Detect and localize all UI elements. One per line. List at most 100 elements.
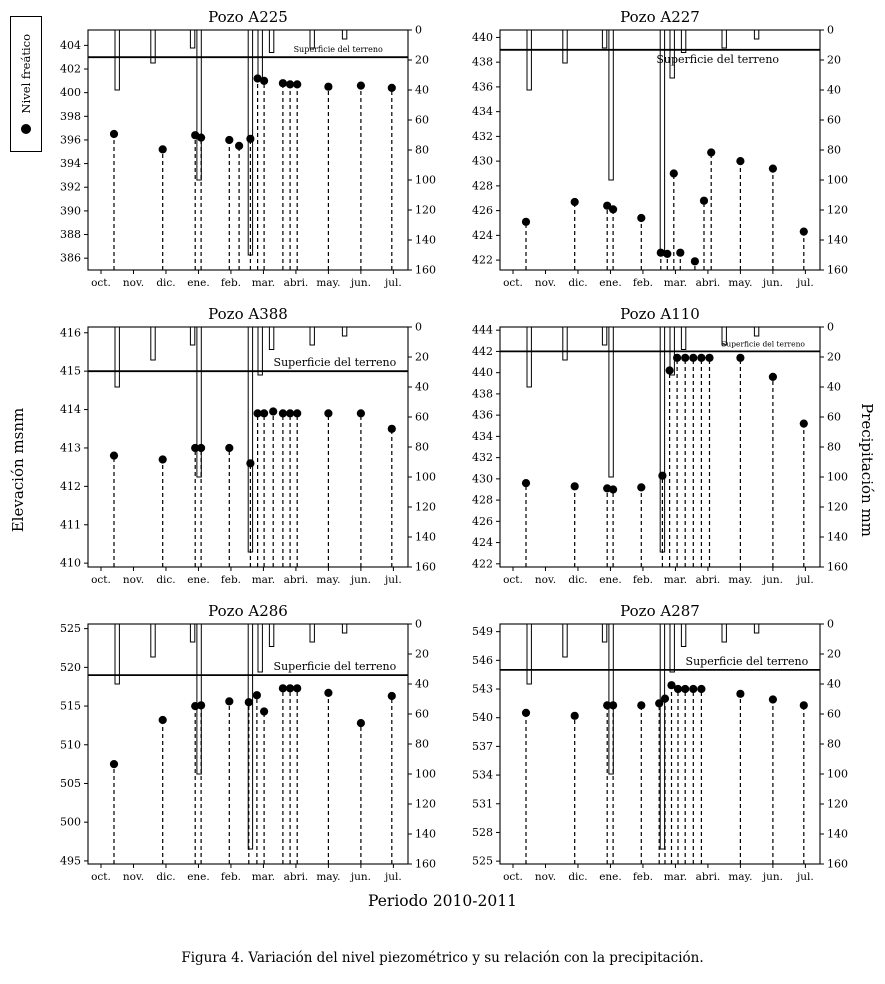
precipitation-bar [562, 326, 568, 361]
chart-title: Pozo A286 [208, 602, 288, 620]
precipitation-bar [608, 29, 614, 181]
elevation-tick-label: 444 [472, 324, 493, 337]
precipitation-bar [189, 326, 196, 346]
elevation-tick-label: 422 [472, 557, 493, 570]
precipitation-bar [721, 623, 727, 643]
month-tick-label: feb. [221, 871, 241, 883]
precipitation-tick-label: 40 [827, 381, 841, 394]
chart-pozo-a388: Pozo A388 410 411 412 413 414 415 416 0 20 40 60 80 1… [44, 303, 444, 589]
chart-pozo-a225: Pozo A225 386 388 390 392 394 396 398 400 402 404 0… [44, 6, 444, 292]
month-tick-label: abri. [284, 574, 309, 586]
elevation-tick-label: 515 [60, 700, 81, 713]
month-tick-label: mar. [252, 277, 275, 289]
month-tick-label: nov. [123, 574, 144, 586]
water-level-point [235, 141, 244, 150]
water-level-series [109, 74, 396, 270]
precipitation-bar [608, 326, 614, 478]
month-axis-ticks: oct. nov. dic. ene. feb. mar. abri. may. jun. jul… [503, 864, 814, 883]
well-chart-svg: Pozo A1104224244264284304324344364384404… [472, 305, 848, 586]
chart-pozo-a286: Pozo A286 495 500 505 510 515 520 525 0 20 40 60 80 1… [44, 600, 444, 886]
elevation-tick-label: 549 [472, 625, 493, 638]
water-level-point [673, 353, 682, 362]
terrain-label: Superficie del terreno [656, 53, 779, 66]
precipitation-bar [526, 326, 532, 388]
water-level-point [246, 134, 255, 143]
elevation-tick-label: 546 [472, 654, 493, 667]
month-tick-label: oct. [503, 574, 523, 586]
y-axis-label-precipitation: Precipitación mm [858, 403, 876, 537]
month-tick-label: feb. [633, 871, 653, 883]
precipitation-bar [721, 326, 727, 346]
precipitation-tick-label: 140 [827, 828, 848, 841]
water-level-point [663, 249, 672, 258]
month-tick-label: nov. [123, 277, 144, 289]
precipitation-axis-ticks: 0 20 40 60 80 100 120 140 160 [820, 618, 848, 871]
month-tick-label: feb. [633, 574, 653, 586]
water-level-point [252, 691, 261, 700]
elevation-tick-label: 428 [472, 179, 493, 192]
well-chart-svg: Pozo A388 410 411 412 413 414 415 416 0 20 40 60 80 1… [60, 305, 436, 586]
elevation-tick-label: 540 [472, 711, 493, 724]
elevation-tick-label: 534 [472, 769, 493, 782]
month-tick-label: feb. [221, 277, 241, 289]
precipitation-bar [150, 623, 156, 658]
water-level-point [293, 409, 302, 418]
precipitation-bar [526, 29, 532, 91]
chart-title: Pozo A227 [620, 8, 700, 26]
month-tick-label: dic. [568, 277, 587, 289]
month-axis-ticks: oct. nov. dic. ene. feb. mar. abri. may. jun. jul… [91, 270, 402, 289]
precipitation-tick-label: 120 [415, 204, 436, 217]
month-tick-label: oct. [91, 871, 111, 883]
elevation-tick-label: 520 [60, 661, 81, 674]
precipitation-bar [601, 623, 608, 643]
month-tick-label: may. [316, 574, 340, 586]
water-level-series [521, 148, 808, 270]
water-level-point [293, 80, 302, 89]
water-level-point [689, 684, 698, 694]
precipitation-tick-label: 160 [415, 858, 436, 871]
precipitation-tick-label: 80 [415, 441, 429, 454]
water-level-point [609, 701, 618, 710]
elevation-tick-label: 426 [472, 204, 493, 217]
precipitation-tick-label: 0 [827, 321, 834, 334]
month-tick-label: feb. [221, 574, 241, 586]
water-level-point [676, 248, 685, 257]
month-tick-label: jun. [349, 277, 371, 289]
water-level-point [387, 424, 396, 433]
precipitation-tick-label: 160 [415, 561, 436, 574]
water-level-point [609, 205, 618, 214]
water-level-series [109, 407, 396, 567]
elevation-tick-label: 434 [472, 105, 493, 118]
precipitation-tick-label: 60 [827, 411, 841, 424]
precipitation-bars [526, 623, 760, 850]
month-tick-label: dic. [156, 277, 175, 289]
elevation-tick-label: 415 [60, 365, 81, 378]
water-level-point [278, 684, 287, 693]
elevation-tick-label: 430 [472, 155, 493, 168]
precipitation-bar [562, 623, 568, 658]
precipitation-tick-label: 60 [827, 708, 841, 721]
water-level-point [697, 684, 706, 694]
figure-caption: Figura 4. Variación del nivel piezométri… [181, 950, 704, 966]
precipitation-tick-label: 60 [415, 708, 429, 721]
month-tick-label: nov. [535, 277, 556, 289]
precipitation-bar [721, 29, 727, 49]
water-level-point [799, 701, 808, 710]
precipitation-bar [268, 623, 275, 647]
precipitation-bar [268, 29, 275, 53]
terrain-label: Superficie del terreno [721, 339, 805, 348]
well-chart-svg: Pozo A286 495 500 505 510 515 520 525 0 20 40 60 80 1… [60, 602, 436, 883]
month-tick-label: feb. [633, 277, 653, 289]
well-chart-svg: Pozo A227 422 424 426 428 430 432 434 436 438 440 0… [472, 8, 848, 289]
elevation-tick-label: 404 [60, 39, 81, 52]
water-level-point [637, 701, 646, 710]
chart-title: Pozo A287 [620, 602, 700, 620]
precipitation-axis-ticks: 0 20 40 60 80 100 120 140 160 [408, 618, 436, 871]
water-level-point [253, 74, 262, 83]
month-axis-ticks: oct. nov. dic. ene. feb. mar. abri. may. jun. jul… [91, 567, 402, 586]
water-level-point [260, 409, 269, 418]
water-level-point [736, 689, 745, 698]
water-level-point [699, 196, 709, 205]
month-tick-label: oct. [91, 277, 111, 289]
precipitation-tick-label: 80 [415, 144, 429, 157]
